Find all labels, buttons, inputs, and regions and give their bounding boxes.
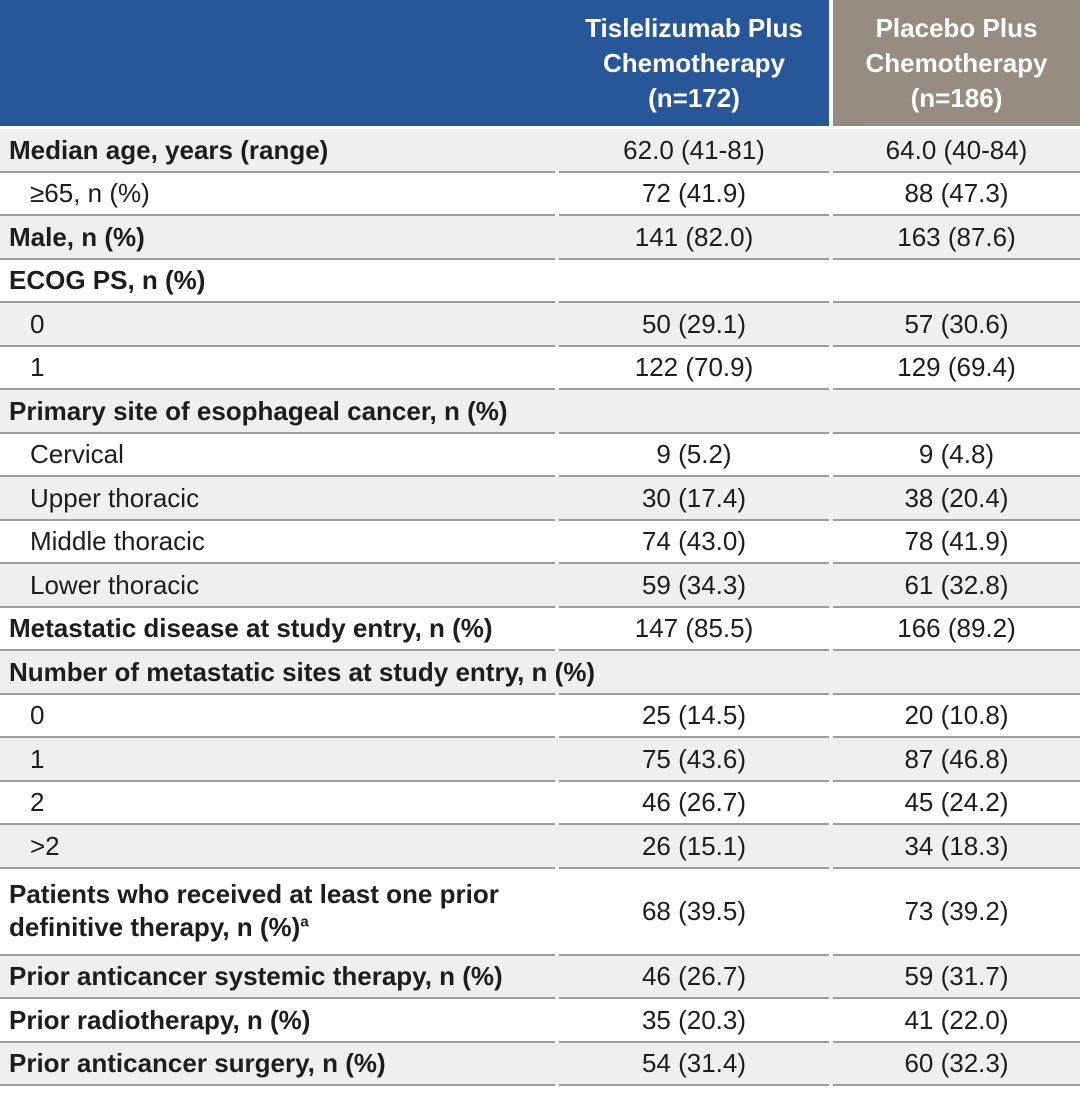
row-label: 1	[0, 738, 555, 782]
table-row: Prior anticancer surgery, n (%) 54 (31.4)…	[0, 1042, 1080, 1086]
value-cell-placebo	[833, 260, 1080, 303]
value-cell-placebo: 9 (4.8)	[833, 434, 1080, 477]
table-row: Median age, years (range) 62.0 (41-81) 64.…	[0, 129, 1080, 173]
row-label: Prior radiotherapy, n (%)	[0, 999, 555, 1043]
value-cell-treatment: 50 (29.1)	[559, 303, 829, 347]
value-cell-placebo: 73 (39.2)	[833, 869, 1080, 956]
value-cell-treatment: 9 (5.2)	[559, 434, 829, 477]
value-cell-treatment: 68 (39.5)	[559, 869, 829, 956]
value-cell-treatment: 46 (26.7)	[559, 956, 829, 999]
row-label: 1	[0, 347, 555, 390]
table-row: 1 75 (43.6) 87 (46.8)	[0, 738, 1080, 782]
value-cell-placebo: 163 (87.6)	[833, 216, 1080, 260]
row-label: >2	[0, 825, 555, 869]
table-row: Lower thoracic 59 (34.3) 61 (32.8)	[0, 564, 1080, 608]
value-cell-placebo: 129 (69.4)	[833, 347, 1080, 390]
row-label: 2	[0, 782, 555, 825]
row-label: Cervical	[0, 434, 555, 477]
value-cell-treatment: 62.0 (41-81)	[559, 129, 829, 173]
value-cell-treatment	[559, 651, 829, 695]
table-row: 2 46 (26.7) 45 (24.2)	[0, 781, 1080, 825]
value-cell-placebo: 45 (24.2)	[833, 782, 1080, 825]
value-cell-placebo: 34 (18.3)	[833, 825, 1080, 869]
value-cell-placebo	[833, 390, 1080, 434]
value-cell-placebo: 57 (30.6)	[833, 303, 1080, 347]
value-cell-treatment: 25 (14.5)	[559, 695, 829, 738]
value-cell-placebo: 88 (47.3)	[833, 173, 1080, 216]
row-label: ECOG PS, n (%)	[0, 260, 555, 303]
row-label: Upper thoracic	[0, 477, 555, 521]
value-cell-placebo: 78 (41.9)	[833, 521, 1080, 564]
value-cell-placebo: 38 (20.4)	[833, 477, 1080, 521]
value-cell-placebo: 59 (31.7)	[833, 956, 1080, 999]
row-label: Middle thoracic	[0, 521, 555, 564]
value-cell-placebo: 41 (22.0)	[833, 999, 1080, 1043]
value-cell-placebo: 166 (89.2)	[833, 608, 1080, 651]
value-cell-treatment: 147 (85.5)	[559, 608, 829, 651]
row-label: Metastatic disease at study entry, n (%)	[0, 608, 555, 651]
value-cell-placebo: 61 (32.8)	[833, 564, 1080, 608]
table-row: Cervical 9 (5.2) 9 (4.8)	[0, 433, 1080, 477]
value-cell-placebo	[833, 651, 1080, 695]
row-label: Primary site of esophageal cancer, n (%)	[0, 390, 555, 434]
value-cell-treatment: 59 (34.3)	[559, 564, 829, 608]
row-label: Patients who received at least one prior…	[0, 869, 555, 956]
table-header-row: Tislelizumab Plus Chemotherapy (n=172) P…	[0, 0, 1080, 126]
value-cell-treatment: 75 (43.6)	[559, 738, 829, 782]
row-label: 0	[0, 695, 555, 738]
table-row: Prior anticancer systemic therapy, n (%)…	[0, 955, 1080, 999]
table-row: Metastatic disease at study entry, n (%)…	[0, 607, 1080, 651]
table-body: Median age, years (range) 62.0 (41-81) 64.…	[0, 129, 1080, 1086]
treatment-column-header: Tislelizumab Plus Chemotherapy (n=172)	[585, 12, 803, 113]
table-row: Number of metastatic sites at study entr…	[0, 651, 1080, 695]
value-cell-treatment	[559, 390, 829, 434]
row-label: 0	[0, 303, 555, 347]
table-row: Male, n (%) 141 (82.0) 163 (87.6)	[0, 216, 1080, 260]
table-row: >2 26 (15.1) 34 (18.3)	[0, 825, 1080, 869]
table-row: ≥65, n (%) 72 (41.9) 88 (47.3)	[0, 172, 1080, 216]
header-cell-placebo: Placebo Plus Chemotherapy (n=186)	[833, 0, 1080, 126]
value-cell-placebo: 64.0 (40-84)	[833, 129, 1080, 173]
table-row: Primary site of esophageal cancer, n (%)	[0, 390, 1080, 434]
value-cell-placebo: 20 (10.8)	[833, 695, 1080, 738]
value-cell-treatment: 30 (17.4)	[559, 477, 829, 521]
table-row: 1 122 (70.9) 129 (69.4)	[0, 346, 1080, 390]
value-cell-treatment: 74 (43.0)	[559, 521, 829, 564]
row-label: ≥65, n (%)	[0, 173, 555, 216]
value-cell-treatment: 72 (41.9)	[559, 173, 829, 216]
row-label: Number of metastatic sites at study entr…	[0, 651, 595, 695]
row-label: Lower thoracic	[0, 564, 555, 608]
value-cell-treatment: 141 (82.0)	[559, 216, 829, 260]
value-cell-treatment	[559, 260, 829, 303]
row-label: Median age, years (range)	[0, 129, 555, 173]
value-cell-placebo: 87 (46.8)	[833, 738, 1080, 782]
value-cell-placebo: 60 (32.3)	[833, 1043, 1080, 1086]
value-cell-treatment: 54 (31.4)	[559, 1043, 829, 1086]
value-cell-treatment: 122 (70.9)	[559, 347, 829, 390]
table-row: Middle thoracic 74 (43.0) 78 (41.9)	[0, 520, 1080, 564]
row-label: Male, n (%)	[0, 216, 555, 260]
table-row: 0 25 (14.5) 20 (10.8)	[0, 694, 1080, 738]
header-cell-treatment: Tislelizumab Plus Chemotherapy (n=172)	[0, 0, 829, 126]
table-row: Prior radiotherapy, n (%) 35 (20.3) 41 (22…	[0, 999, 1080, 1043]
value-cell-treatment: 46 (26.7)	[559, 782, 829, 825]
footnote-marker: a	[300, 913, 309, 931]
value-cell-treatment: 26 (15.1)	[559, 825, 829, 869]
table-row: Patients who received at least one prior…	[0, 868, 1080, 956]
table-row: Upper thoracic 30 (17.4) 38 (20.4)	[0, 477, 1080, 521]
row-label: Prior anticancer systemic therapy, n (%)	[0, 956, 555, 999]
value-cell-treatment: 35 (20.3)	[559, 999, 829, 1043]
placebo-column-header: Placebo Plus Chemotherapy (n=186)	[865, 12, 1048, 113]
table-row: ECOG PS, n (%)	[0, 259, 1080, 303]
table-row: 0 50 (29.1) 57 (30.6)	[0, 303, 1080, 347]
row-label: Prior anticancer surgery, n (%)	[0, 1043, 555, 1086]
